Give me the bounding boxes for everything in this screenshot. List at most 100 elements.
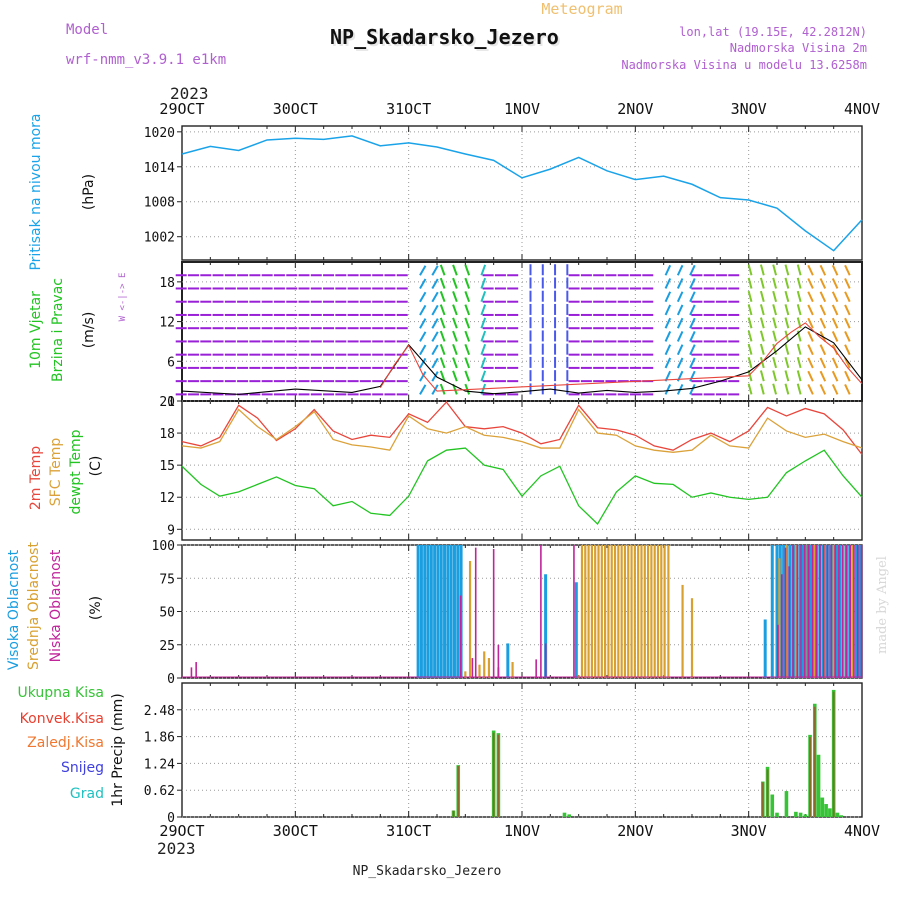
wind-gust-line <box>379 322 863 392</box>
wind-arrow <box>480 304 487 316</box>
precip-convective-bar <box>813 706 816 817</box>
wind-arrow <box>431 344 439 356</box>
wind-arrow <box>419 265 427 276</box>
cloud-bar <box>830 545 833 678</box>
wind-arrow <box>784 370 790 382</box>
x-tick-label-top: 1NOV <box>504 100 540 118</box>
y-tick-label: 1002 <box>144 231 175 246</box>
wind-arrow <box>664 304 672 316</box>
cloud-bar <box>785 545 788 678</box>
precip-total-bar <box>803 814 808 817</box>
x-tick-label-top: 29OCT <box>159 100 204 118</box>
cloud-bar <box>770 545 774 678</box>
wind-arrow <box>480 357 487 369</box>
wind-arrow <box>784 290 790 302</box>
wind-arrow <box>796 277 802 289</box>
wind-arrow <box>747 357 753 369</box>
x-tick-label-bottom: 29OCT <box>159 822 204 840</box>
pressure-axis-label: Pritisak na nivou mora <box>28 113 44 270</box>
wind-arrow <box>439 304 446 316</box>
cloud-bar <box>780 574 783 678</box>
cloud-bar <box>607 545 610 678</box>
cloud-bar <box>544 643 547 678</box>
wind-arrow <box>772 264 778 276</box>
wind-arrow <box>419 384 427 395</box>
wind-arrow <box>664 264 672 276</box>
footer-station: NP_Skadarsko_Jezero <box>353 864 502 879</box>
wind-arrow <box>452 317 458 329</box>
cloud-bar <box>597 545 600 678</box>
temp-series-line-1 <box>181 401 863 455</box>
wind-arrow <box>747 330 753 342</box>
wind-arrow <box>784 343 790 355</box>
pressure-unit-label: (hPa) <box>81 174 97 210</box>
wind-arrow <box>676 304 684 316</box>
wind-arrow <box>796 290 802 302</box>
y-tick-label: 18 <box>159 276 175 291</box>
wind-arrow <box>819 344 827 356</box>
wind-arrow <box>464 343 471 356</box>
wind-arrow <box>431 304 439 316</box>
cloud-bar <box>788 545 792 678</box>
cloud-bar <box>854 545 858 678</box>
wind-arrow <box>831 264 839 276</box>
wind-arrow <box>831 331 839 342</box>
cloud-bar <box>667 545 670 678</box>
wind-arrow <box>676 291 684 303</box>
cloud-bar <box>650 545 653 678</box>
wind-arrow <box>759 343 765 355</box>
cloud-bar <box>813 545 816 678</box>
cloud-bar <box>436 545 440 678</box>
wind-arrow <box>689 291 696 303</box>
wind-arrow <box>831 317 839 329</box>
cloud-bar <box>492 548 495 678</box>
wind-speed-line <box>181 326 863 395</box>
cloud-bar <box>845 545 848 678</box>
wind-arrow <box>759 277 765 289</box>
wind-arrow <box>676 331 684 342</box>
wind-arrow <box>480 264 487 276</box>
cloud-bar <box>617 545 620 678</box>
wind-arrow <box>419 291 427 303</box>
wind-arrow <box>844 357 851 369</box>
wind-arrow <box>439 291 446 303</box>
wind-arrow <box>464 357 471 369</box>
wind-arrow <box>676 264 684 276</box>
wind-arrow <box>439 277 446 289</box>
wind-arrow <box>664 357 672 369</box>
y-tick-label: 1.86 <box>144 731 175 746</box>
y-tick-label: 18 <box>159 427 175 442</box>
wind-arrow <box>759 357 765 369</box>
wind-arrow <box>844 344 851 356</box>
wind-arrow <box>807 357 814 369</box>
wind-compass-label: W <-|-> E <box>118 273 128 322</box>
cloud-bar <box>433 545 437 678</box>
cloud-bar <box>419 545 423 678</box>
wind-arrow <box>676 344 684 356</box>
wind-arrow <box>452 370 458 382</box>
cloud-bar <box>796 545 799 678</box>
precip-total-bar <box>824 804 828 817</box>
cloud-bar <box>627 545 630 678</box>
y-tick-label: 1014 <box>144 161 175 176</box>
wind-arrow <box>439 317 446 329</box>
wind-arrow <box>772 330 778 342</box>
cloud-bar <box>623 545 627 678</box>
wind-arrow <box>759 304 765 316</box>
y-tick-label: 1.24 <box>144 757 175 772</box>
y-tick-label: 75 <box>159 572 175 587</box>
cloud-bar <box>838 545 840 678</box>
wind-arrow <box>759 264 765 276</box>
wind-arrow <box>772 277 778 289</box>
cloud-bar <box>815 545 817 678</box>
wind-arrow <box>747 277 753 289</box>
cloud-bar <box>811 545 815 678</box>
wind-arrow <box>759 290 765 302</box>
cloud-bar <box>613 545 617 678</box>
elevation-label: Nadmorska Visina 2m <box>730 41 867 55</box>
y-tick-label: 1020 <box>144 126 175 141</box>
wind-arrow <box>819 383 827 395</box>
cloud-bar <box>449 545 453 678</box>
cloud-bar <box>573 545 575 678</box>
cloud-bar <box>190 667 193 678</box>
